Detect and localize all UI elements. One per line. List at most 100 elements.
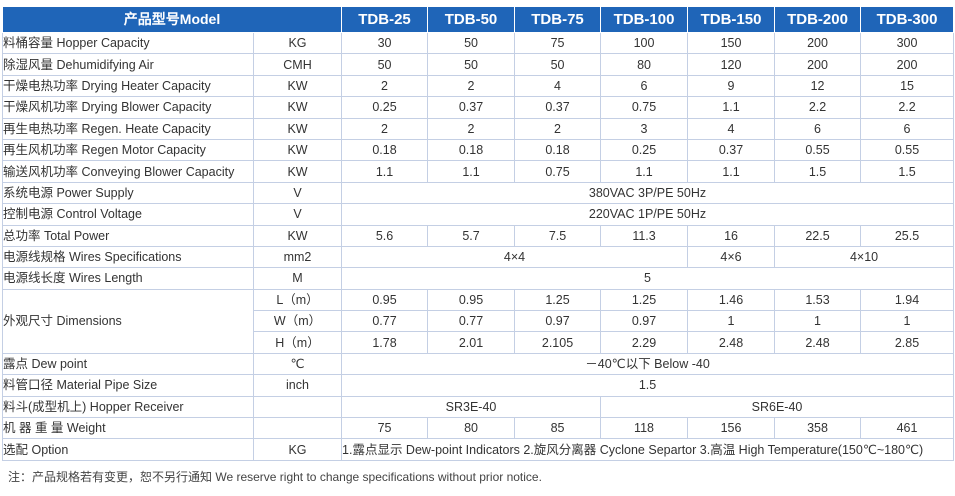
row-unit: H（m） — [252, 331, 343, 354]
cell-value: 2.48 — [687, 331, 776, 354]
cell-value: 4 — [687, 117, 776, 140]
row-weight: 机 器 重 量 Weight 75 80 85 118 156 358 461 — [2, 417, 955, 440]
cell-value: 6 — [600, 74, 689, 98]
row-unit: V — [252, 181, 343, 205]
footnote: 注：产品规格若有变更，恕不另行通知 We reserve right to ch… — [8, 469, 542, 484]
cell-value: 0.25 — [600, 138, 689, 162]
row-unit: KW — [252, 224, 343, 247]
cell-value: 1 — [860, 310, 955, 333]
row-unit: KW — [252, 138, 343, 162]
row-pipe-size: 料管口径 Material Pipe Size inch 1.5 — [2, 374, 955, 397]
cell-value: 0.97 — [514, 310, 602, 333]
model-header-tdb-25: TDB-25 — [341, 6, 429, 33]
row-label: 选配 Option — [2, 438, 254, 461]
cell-value: 5.6 — [341, 224, 429, 247]
cell-value: 120 — [687, 53, 776, 76]
row-unit: KG — [252, 438, 343, 461]
cell-value: 358 — [774, 417, 862, 440]
model-header-tdb-100: TDB-100 — [600, 6, 689, 33]
row-unit: inch — [252, 374, 343, 397]
cell-value: 16 — [687, 224, 776, 247]
cell-value: 2.85 — [860, 331, 955, 354]
cell-value: 0.25 — [341, 96, 429, 119]
row-hopper-capacity: 料桶容量 Hopper Capacity KG 30 50 75 100 150… — [2, 31, 955, 55]
cell-value: 0.77 — [341, 310, 429, 333]
row-regen-heater: 再生电热功率 Regen. Heate Capacity KW 2 2 2 3 … — [2, 117, 955, 140]
row-power-supply: 系统电源 Power Supply V 380VAC 3P/PE 50Hz — [2, 181, 955, 205]
row-unit: mm2 — [252, 245, 343, 269]
cell-value: 300 — [860, 31, 955, 55]
row-unit: CMH — [252, 53, 343, 76]
row-unit: KG — [252, 31, 343, 55]
cell-value: 85 — [514, 417, 602, 440]
cell-value: 0.55 — [860, 138, 955, 162]
cell-value: 0.75 — [514, 160, 602, 183]
cell-value: 50 — [427, 31, 516, 55]
cell-value: 1.1 — [600, 160, 689, 183]
row-unit: V — [252, 203, 343, 226]
cell-value: 0.77 — [427, 310, 516, 333]
row-unit — [252, 395, 343, 419]
cell-value: 50 — [427, 53, 516, 76]
cell-value: 200 — [860, 53, 955, 76]
row-unit — [252, 417, 343, 440]
cell-value: 118 — [600, 417, 689, 440]
cell-value: 1.1 — [427, 160, 516, 183]
cell-value: 4×6 — [687, 245, 776, 269]
row-label: 电源线长度 Wires Length — [2, 267, 254, 290]
row-drying-heater: 干燥电热功率 Drying Heater Capacity KW 2 2 4 6… — [2, 74, 955, 98]
cell-value: 461 — [860, 417, 955, 440]
cell-value: 15 — [860, 74, 955, 98]
cell-value: 1.5 — [774, 160, 862, 183]
cell-value: SR3E-40 — [341, 395, 602, 419]
spec-table: 产品型号Model TDB-25 TDB-50 TDB-75 TDB-100 T… — [1, 6, 955, 461]
cell-value: 200 — [774, 31, 862, 55]
row-control-voltage: 控制电源 Control Voltage V 220VAC 1P/PE 50Hz — [2, 203, 955, 226]
cell-value: 4 — [514, 74, 602, 98]
cell-value: 4×10 — [774, 245, 955, 269]
cell-value: 1.1 — [687, 96, 776, 119]
cell-value: 0.55 — [774, 138, 862, 162]
row-wires-length: 电源线长度 Wires Length M 5 — [2, 267, 955, 290]
cell-value: 0.37 — [427, 96, 516, 119]
cell-value: 1.1 — [341, 160, 429, 183]
cell-value: 0.95 — [341, 288, 429, 312]
cell-value: 1 — [687, 310, 776, 333]
cell-value: 6 — [774, 117, 862, 140]
cell-value: 0.37 — [687, 138, 776, 162]
cell-value: 1.25 — [514, 288, 602, 312]
row-hopper-receiver: 料斗(成型机上) Hopper Receiver SR3E-40 SR6E-40 — [2, 395, 955, 419]
cell-value: 200 — [774, 53, 862, 76]
row-unit: KW — [252, 117, 343, 140]
cell-value: 0.97 — [600, 310, 689, 333]
cell-value: 2 — [341, 74, 429, 98]
cell-value: 6 — [860, 117, 955, 140]
cell-value: 0.37 — [514, 96, 602, 119]
cell-value: 2 — [427, 74, 516, 98]
cell-value: 220VAC 1P/PE 50Hz — [341, 203, 955, 226]
header-row: 产品型号Model TDB-25 TDB-50 TDB-75 TDB-100 T… — [1, 6, 955, 33]
row-label: 再生风机功率 Regen Motor Capacity — [2, 138, 254, 162]
row-label: 总功率 Total Power — [2, 224, 254, 247]
cell-value: 0.75 — [600, 96, 689, 119]
row-unit: KW — [252, 74, 343, 98]
model-header: 产品型号Model — [1, 6, 343, 33]
cell-value: －40℃以下 Below -40 — [341, 352, 955, 376]
row-unit: KW — [252, 96, 343, 119]
cell-value: 1.94 — [860, 288, 955, 312]
cell-value: 2 — [427, 117, 516, 140]
model-header-tdb-75: TDB-75 — [514, 6, 602, 33]
cell-value: 2 — [341, 117, 429, 140]
row-option: 选配 Option KG 1.露点显示 Dew-point Indicators… — [2, 438, 955, 461]
cell-value: 380VAC 3P/PE 50Hz — [341, 181, 955, 205]
cell-value: 0.18 — [341, 138, 429, 162]
row-label: 机 器 重 量 Weight — [2, 417, 254, 440]
cell-value: 150 — [687, 31, 776, 55]
cell-value: 2.2 — [860, 96, 955, 119]
row-label: 干燥电热功率 Drying Heater Capacity — [2, 74, 254, 98]
cell-value: 0.95 — [427, 288, 516, 312]
cell-value: 80 — [427, 417, 516, 440]
row-label: 外观尺寸 Dimensions — [2, 288, 254, 354]
row-dimensions-l: 外观尺寸 Dimensions L（m） 0.95 0.95 1.25 1.25… — [2, 288, 955, 354]
cell-value: 3 — [600, 117, 689, 140]
